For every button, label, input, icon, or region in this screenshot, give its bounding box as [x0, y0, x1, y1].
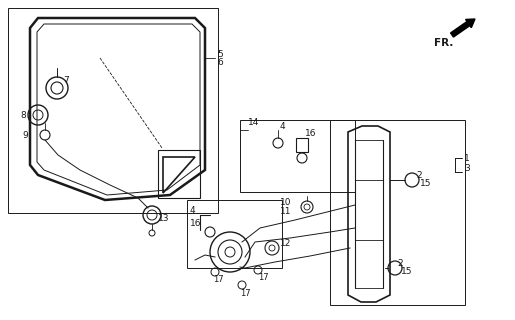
Text: 14: 14 — [248, 117, 260, 126]
Text: 17: 17 — [258, 274, 269, 283]
Bar — [187, 200, 282, 268]
Text: 9: 9 — [22, 131, 28, 140]
Text: 7: 7 — [63, 76, 68, 84]
Text: 11: 11 — [280, 206, 291, 215]
Text: 16: 16 — [305, 129, 317, 138]
Text: 15: 15 — [401, 267, 413, 276]
Text: 3: 3 — [464, 164, 470, 172]
Text: 4: 4 — [280, 122, 286, 131]
Text: FR.: FR. — [434, 38, 453, 48]
Bar — [8, 8, 218, 213]
Text: 2: 2 — [416, 171, 422, 180]
Text: 1: 1 — [464, 154, 470, 163]
Bar — [240, 120, 355, 192]
Text: 12: 12 — [280, 238, 291, 247]
Text: 17: 17 — [240, 289, 251, 298]
Text: 10: 10 — [280, 197, 291, 206]
Text: 2: 2 — [397, 259, 403, 268]
Text: 8: 8 — [20, 110, 26, 119]
Text: 5: 5 — [217, 50, 223, 59]
Text: 13: 13 — [158, 213, 169, 222]
Text: 17: 17 — [213, 276, 224, 284]
Bar — [330, 120, 465, 305]
Text: 16: 16 — [190, 219, 201, 228]
Text: 6: 6 — [217, 58, 223, 67]
Text: 15: 15 — [420, 179, 432, 188]
FancyArrow shape — [451, 19, 475, 37]
Text: 4: 4 — [190, 205, 196, 214]
